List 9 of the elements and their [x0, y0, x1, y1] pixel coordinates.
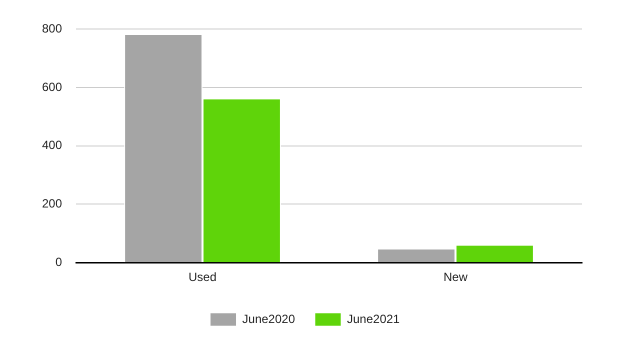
y-tick-label: 800 [42, 22, 62, 36]
legend-label: June2020 [242, 312, 296, 326]
y-tick-label: 200 [42, 196, 62, 211]
x-tick-label: Used [188, 270, 217, 284]
legend-label: June2021 [347, 312, 400, 326]
y-tick-label: 400 [42, 138, 62, 152]
y-tick-label: 0 [55, 254, 62, 269]
y-tick-label: 600 [42, 80, 62, 94]
x-tick-label: New [444, 270, 468, 284]
